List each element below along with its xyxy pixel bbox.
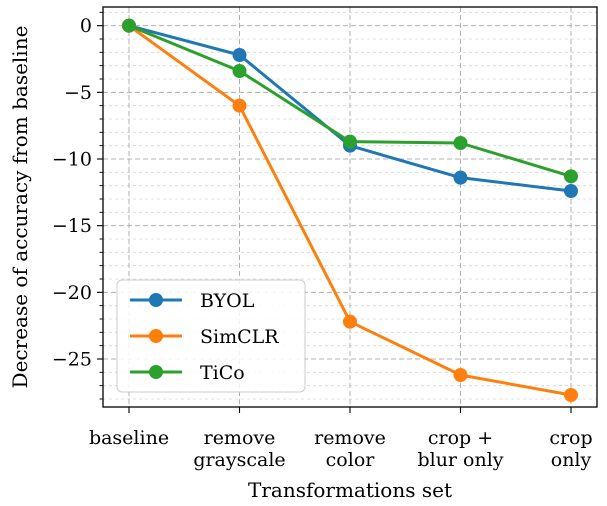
data-point: [564, 169, 578, 184]
y-tick-labels: 0 −5 −10 −15 −20 −25: [52, 15, 92, 370]
data-point: [453, 368, 468, 382]
x-tick-label: crop + blur only: [417, 427, 503, 471]
legend-box: [116, 279, 306, 393]
x-tick-labels: baseline remove grayscale remove color crop +…: [89, 427, 593, 471]
data-point: [564, 388, 578, 402]
y-tick-label: −10: [52, 149, 92, 171]
series-tico: [122, 18, 578, 184]
x-tick-label: baseline: [89, 427, 169, 449]
x-tick-label: crop only: [549, 427, 592, 471]
y-tick-label: −5: [64, 82, 92, 104]
legend: BYOL SimCLR TiCo: [116, 279, 306, 393]
data-point: [122, 18, 136, 33]
data-point: [343, 314, 357, 329]
x-tick-label: remove grayscale: [193, 427, 285, 471]
plot-frame: [102, 6, 598, 408]
data-point: [343, 134, 357, 149]
y-axis-title: Decrease of accuracy from baseline: [8, 26, 32, 389]
data-point: [453, 170, 468, 185]
x-axis-title: Transformations set: [248, 478, 452, 502]
y-tick-label: 0: [80, 15, 92, 37]
y-tick-label: −20: [52, 282, 92, 304]
y-tick-label: −25: [52, 349, 92, 371]
data-point: [232, 98, 247, 113]
data-point: [232, 64, 247, 78]
legend-label: SimCLR: [200, 326, 279, 348]
series-layer: [122, 18, 578, 402]
x-tick-label: remove color: [314, 427, 386, 471]
data-point: [564, 184, 578, 198]
legend-marker: [149, 365, 163, 379]
legend-label: TiCo: [200, 362, 245, 384]
legend-label: BYOL: [200, 290, 255, 312]
data-point: [232, 48, 247, 62]
y-tick-label: −15: [52, 215, 92, 237]
legend-marker: [149, 329, 163, 343]
legend-marker: [149, 293, 163, 307]
data-point: [453, 136, 468, 150]
